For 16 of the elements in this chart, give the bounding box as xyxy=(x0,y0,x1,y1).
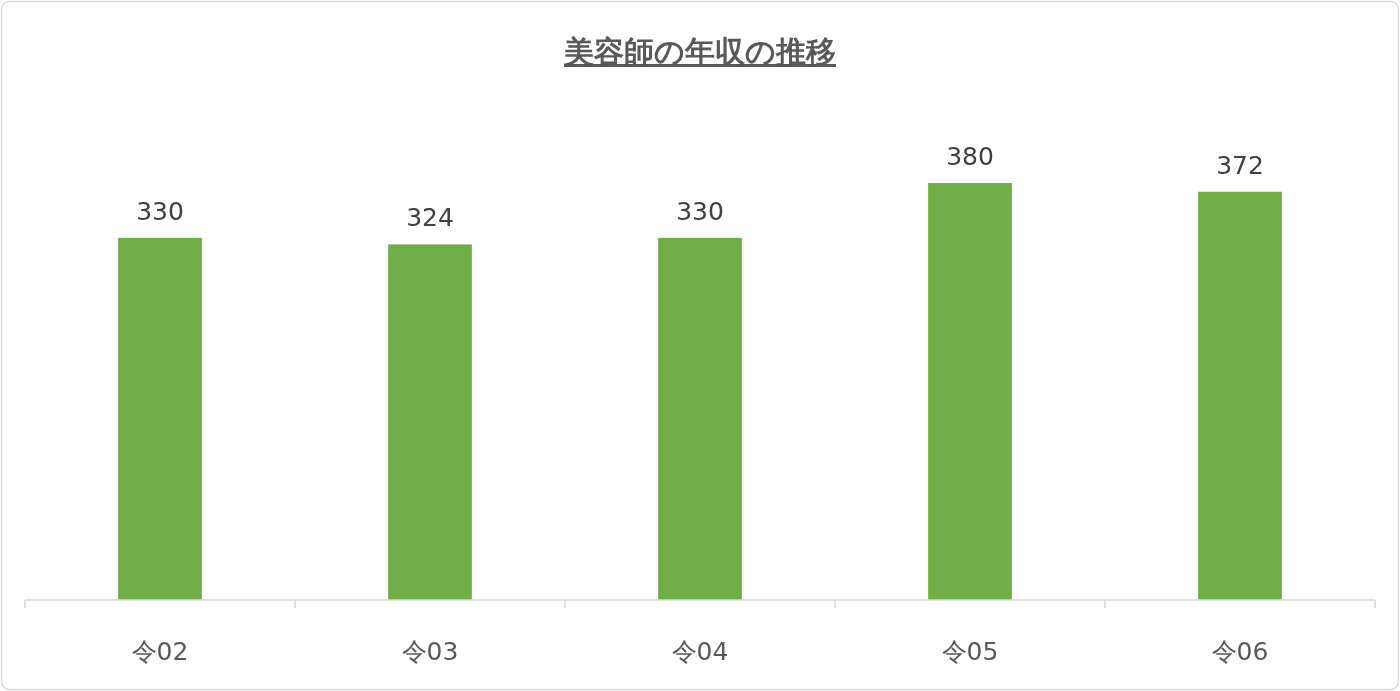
x-tick-label: 令04 xyxy=(671,637,729,666)
bar xyxy=(658,237,742,600)
data-label: 380 xyxy=(946,142,994,171)
x-tick-label: 令05 xyxy=(941,637,999,666)
x-tick-label: 令06 xyxy=(1211,637,1269,666)
bar xyxy=(118,237,202,600)
bar xyxy=(388,244,472,600)
data-label: 330 xyxy=(136,196,184,226)
data-label: 330 xyxy=(676,196,724,226)
data-label: 324 xyxy=(406,203,454,233)
chart-title: 美容師の年収の推移 xyxy=(563,34,836,69)
data-label: 372 xyxy=(1216,150,1264,180)
bar xyxy=(1198,191,1282,600)
x-tick-label: 令02 xyxy=(131,637,189,666)
x-tick-label: 令03 xyxy=(401,637,459,666)
bar xyxy=(928,183,1012,600)
